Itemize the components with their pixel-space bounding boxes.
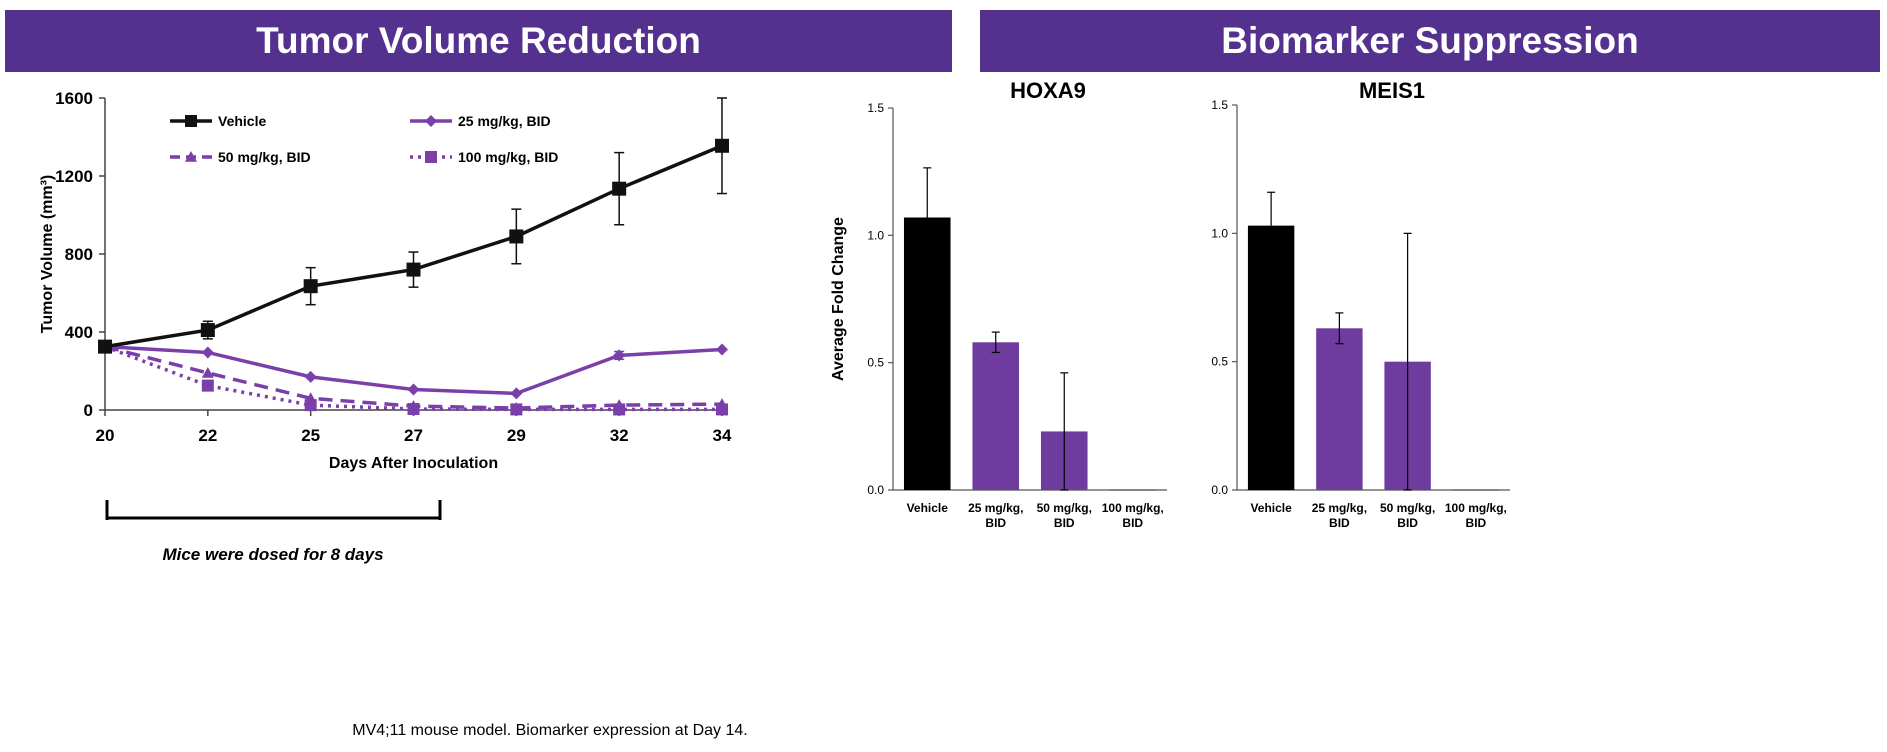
hoxa9-x-tick-label: 25 mg/kg, BID <box>968 501 1023 530</box>
data-point-25-mg-kg-bid <box>613 349 626 362</box>
hoxa9-y-tick-label: 0.0 <box>867 483 884 497</box>
legend-marker-50-mg-kg-bid <box>185 151 197 162</box>
legend-marker-25-mg-kg-bid <box>425 115 437 127</box>
line-x-axis-label: Days After Inoculation <box>329 455 498 472</box>
meis1-x-tick-label: 50 mg/kg, BID <box>1380 501 1435 530</box>
legend-marker-vehicle <box>185 115 197 127</box>
data-point-100-mg-kg-bid <box>201 379 214 392</box>
hoxa9-bar <box>903 217 951 491</box>
hoxa9-bar <box>972 342 1020 490</box>
data-point-vehicle <box>612 181 627 196</box>
hoxa9-y-axis-label: Average Fold Change <box>830 217 847 381</box>
line-x-tick-label: 22 <box>198 426 217 445</box>
data-point-50-mg-kg-bid <box>613 399 626 410</box>
data-point-vehicle <box>303 279 318 294</box>
meis1-x-tick-label: Vehicle <box>1250 501 1292 515</box>
data-point-vehicle <box>509 229 524 244</box>
hoxa9-y-tick-label: 1.0 <box>867 228 884 242</box>
data-point-25-mg-kg-bid <box>716 343 728 356</box>
tumor-volume-banner: Tumor Volume Reduction <box>5 10 952 72</box>
line-x-tick-label: 34 <box>713 426 732 445</box>
hoxa9-x-tick-label: 50 mg/kg, BID <box>1037 501 1092 530</box>
hoxa9-y-tick-label: 0.5 <box>867 356 884 370</box>
meis1-bar <box>1316 328 1363 490</box>
line-x-tick-label: 32 <box>610 426 629 445</box>
meis1-y-tick-label: 1.0 <box>1211 226 1228 240</box>
data-point-vehicle <box>715 138 729 153</box>
legend-label-25-mg-kg-bid: 25 mg/kg, BID <box>458 113 551 129</box>
meis1-y-tick-label: 0.0 <box>1211 483 1228 497</box>
figure-caption: MV4;11 mouse model. Biomarker expression… <box>352 722 748 739</box>
data-point-50-mg-kg-bid <box>304 392 317 404</box>
data-point-50-mg-kg-bid <box>407 400 420 411</box>
data-point-50-mg-kg-bid <box>510 402 523 413</box>
hoxa9-y-tick-label: 1.5 <box>867 101 884 115</box>
line-x-tick-label: 29 <box>507 426 526 445</box>
meis1-bar <box>1247 225 1295 490</box>
data-point-vehicle <box>200 323 215 338</box>
hoxa9-x-tick-label: Vehicle <box>907 501 949 515</box>
line-y-tick-label: 400 <box>65 323 93 342</box>
legend-label-100-mg-kg-bid: 100 mg/kg, BID <box>458 149 558 165</box>
meis1-x-tick-label: 25 mg/kg, BID <box>1312 501 1367 530</box>
legend-marker-100-mg-kg-bid <box>425 151 437 163</box>
legend-label-vehicle: Vehicle <box>218 113 266 129</box>
meis1-x-tick-label: 100 mg/kg, BID <box>1445 501 1507 530</box>
line-x-tick-label: 20 <box>96 426 115 445</box>
data-point-vehicle <box>406 262 421 277</box>
tumor-volume-banner-title: Tumor Volume Reduction <box>256 20 701 61</box>
data-point-25-mg-kg-bid <box>304 370 317 383</box>
data-point-25-mg-kg-bid <box>201 346 214 359</box>
line-x-tick-label: 25 <box>301 426 320 445</box>
legend-label-50-mg-kg-bid: 50 mg/kg, BID <box>218 149 311 165</box>
meis1-chart-title: MEIS1 <box>1359 78 1425 103</box>
data-point-50-mg-kg-bid <box>716 398 728 409</box>
biomarker-banner: Biomarker Suppression <box>980 10 1880 72</box>
biomarker-banner-title: Biomarker Suppression <box>1221 20 1639 61</box>
meis1-y-tick-label: 1.5 <box>1211 98 1228 112</box>
data-point-vehicle <box>98 339 112 354</box>
data-point-25-mg-kg-bid <box>407 383 420 396</box>
line-y-tick-label: 800 <box>65 245 93 264</box>
line-y-tick-label: 1600 <box>55 89 93 108</box>
hoxa9-chart-title: HOXA9 <box>1010 78 1086 103</box>
dosing-note: Mice were dosed for 8 days <box>162 545 383 564</box>
line-y-tick-label: 1200 <box>55 167 93 186</box>
data-point-50-mg-kg-bid <box>201 366 214 378</box>
data-point-25-mg-kg-bid <box>510 387 523 400</box>
hoxa9-x-tick-label: 100 mg/kg, BID <box>1102 501 1164 530</box>
line-y-tick-label: 0 <box>84 401 93 420</box>
line-y-axis-label: Tumor Volume (mm³) <box>39 175 56 334</box>
meis1-y-tick-label: 0.5 <box>1211 355 1228 369</box>
line-x-tick-label: 27 <box>404 426 423 445</box>
series-line-vehicle <box>104 144 723 349</box>
